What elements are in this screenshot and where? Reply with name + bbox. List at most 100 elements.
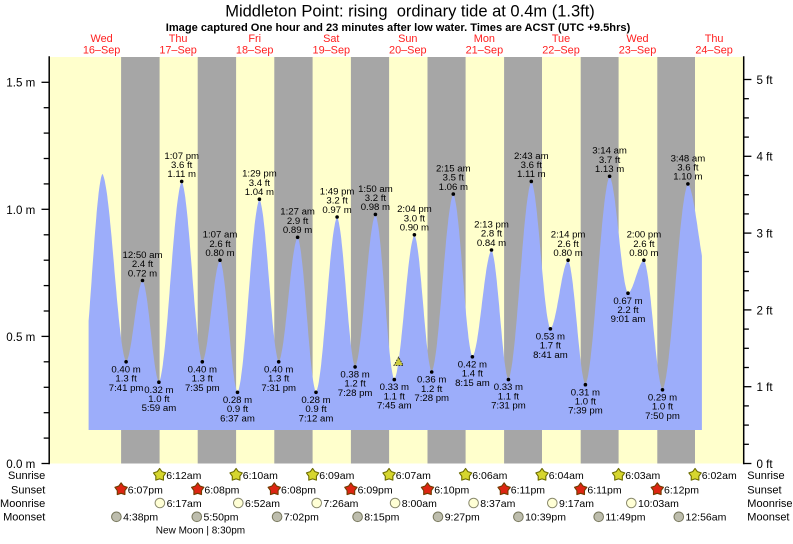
svg-text:7:41 pm: 7:41 pm [109,383,144,394]
svg-text:5:50pm: 5:50pm [204,512,239,524]
svg-text:0.53 m: 0.53 m [536,331,565,342]
svg-text:2:13 pm: 2:13 pm [474,219,509,230]
svg-text:7:12 am: 7:12 am [299,413,334,424]
svg-text:5 ft: 5 ft [757,74,774,87]
svg-text:0.32 m: 0.32 m [144,385,173,396]
svg-text:Thu: Thu [705,33,724,45]
svg-text:6:06am: 6:06am [472,470,507,482]
svg-text:6:03am: 6:03am [625,470,660,482]
svg-text:3.7 ft: 3.7 ft [599,155,621,166]
svg-text:1:07 am: 1:07 am [203,230,238,241]
svg-text:2:43 am: 2:43 am [514,151,549,162]
svg-text:0.80 m: 0.80 m [205,248,234,259]
svg-text:12:50 am: 12:50 am [122,250,162,261]
svg-text:1.0 ft: 1.0 ft [652,402,674,413]
svg-text:10:03am: 10:03am [638,498,679,510]
svg-text:Sunrise: Sunrise [747,470,784,482]
svg-text:2.4 ft: 2.4 ft [132,259,154,270]
svg-text:0.36 m: 0.36 m [417,375,446,386]
svg-text:19–Sep: 19–Sep [313,44,351,56]
svg-text:Moonrise: Moonrise [0,498,45,510]
svg-text:0.42 m: 0.42 m [458,359,487,370]
svg-text:0.84 m: 0.84 m [477,238,506,249]
svg-text:Thu: Thu [169,33,188,45]
svg-text:2:00 pm: 2:00 pm [627,230,662,241]
svg-text:17–Sep: 17–Sep [159,44,197,56]
svg-text:2.6 ft: 2.6 ft [557,239,579,250]
svg-text:1.13 m: 1.13 m [595,164,624,175]
svg-text:18–Sep: 18–Sep [236,44,274,56]
svg-text:0.9 ft: 0.9 ft [227,404,249,415]
svg-text:0.80 m: 0.80 m [629,248,658,259]
svg-text:8:15pm: 8:15pm [364,512,399,524]
svg-text:3 ft: 3 ft [757,228,774,241]
svg-text:0.98 m: 0.98 m [361,202,390,213]
svg-text:2 ft: 2 ft [757,304,774,317]
svg-text:0.40 m: 0.40 m [264,364,293,375]
svg-text:1.0 ft: 1.0 ft [148,394,170,405]
svg-text:1.1 ft: 1.1 ft [384,391,406,402]
svg-text:7:28 pm: 7:28 pm [338,388,373,399]
svg-text:3.2 ft: 3.2 ft [326,196,348,207]
svg-text:1.3 ft: 1.3 ft [268,374,290,385]
svg-text:Moonset: Moonset [3,512,45,524]
svg-text:3.2 ft: 3.2 ft [365,193,387,204]
svg-text:7:35 pm: 7:35 pm [185,383,220,394]
svg-text:6:11pm: 6:11pm [587,484,621,496]
svg-text:0.72 m: 0.72 m [128,268,157,279]
svg-text:8:00am: 8:00am [402,498,437,510]
svg-text:2.6 ft: 2.6 ft [633,239,655,250]
svg-text:0.29 m: 0.29 m [648,392,677,403]
svg-text:0.40 m: 0.40 m [111,364,140,375]
svg-text:1:27 am: 1:27 am [280,207,315,218]
svg-text:1.11 m: 1.11 m [167,169,196,180]
svg-text:3.6 ft: 3.6 ft [677,163,699,174]
svg-text:2.2 ft: 2.2 ft [617,305,639,316]
svg-text:8:37am: 8:37am [480,498,515,510]
svg-text:1.04 m: 1.04 m [245,187,274,198]
svg-text:0.89 m: 0.89 m [283,225,312,236]
svg-text:0.33 m: 0.33 m [380,382,409,393]
svg-text:3.6 ft: 3.6 ft [521,160,543,171]
svg-text:Sat: Sat [323,33,339,45]
svg-text:8:15 am: 8:15 am [455,378,490,389]
svg-text:1.0 ft: 1.0 ft [575,397,597,408]
svg-text:3.4 ft: 3.4 ft [249,178,271,189]
svg-text:Wed: Wed [626,33,648,45]
svg-text:7:39 pm: 7:39 pm [568,406,603,417]
svg-text:0.67 m: 0.67 m [613,296,642,307]
svg-text:7:31 pm: 7:31 pm [261,383,296,394]
svg-text:3.6 ft: 3.6 ft [171,160,193,171]
svg-text:1 ft: 1 ft [757,381,774,394]
svg-text:6:08pm: 6:08pm [204,484,239,496]
svg-text:9:01 am: 9:01 am [611,314,646,325]
svg-text:1.2 ft: 1.2 ft [344,379,366,390]
svg-text:7:31 pm: 7:31 pm [491,401,526,412]
svg-text:0.28 m: 0.28 m [223,395,252,406]
svg-text:4:38pm: 4:38pm [123,512,158,524]
svg-text:3.0 ft: 3.0 ft [404,213,426,224]
svg-text:7:50 pm: 7:50 pm [645,411,680,422]
svg-text:1:07 pm: 1:07 pm [164,151,199,162]
svg-text:20–Sep: 20–Sep [389,44,427,56]
svg-text:7:26am: 7:26am [323,498,358,510]
svg-text:22–Sep: 22–Sep [542,44,580,56]
svg-text:16–Sep: 16–Sep [83,44,121,56]
svg-text:5:59 am: 5:59 am [142,403,177,414]
svg-text:6:07pm: 6:07pm [128,484,163,496]
svg-text:Fri: Fri [248,33,261,45]
svg-text:0 ft: 0 ft [757,458,774,471]
svg-text:6:08pm: 6:08pm [281,484,316,496]
svg-text:1.7 ft: 1.7 ft [540,341,562,352]
svg-text:1:29 pm: 1:29 pm [242,169,277,180]
svg-text:Sunset: Sunset [747,484,781,496]
svg-text:6:12am: 6:12am [166,470,201,482]
svg-text:Middleton Point: rising ordin: Middleton Point: rising ordinary tide at… [225,2,595,20]
svg-text:6:10am: 6:10am [243,470,278,482]
svg-text:Sun: Sun [398,33,417,45]
svg-text:6:04am: 6:04am [549,470,584,482]
svg-text:1:50 am: 1:50 am [358,184,393,195]
svg-text:2.6 ft: 2.6 ft [209,239,231,250]
svg-text:6:12pm: 6:12pm [664,484,699,496]
svg-text:0.33 m: 0.33 m [494,382,523,393]
